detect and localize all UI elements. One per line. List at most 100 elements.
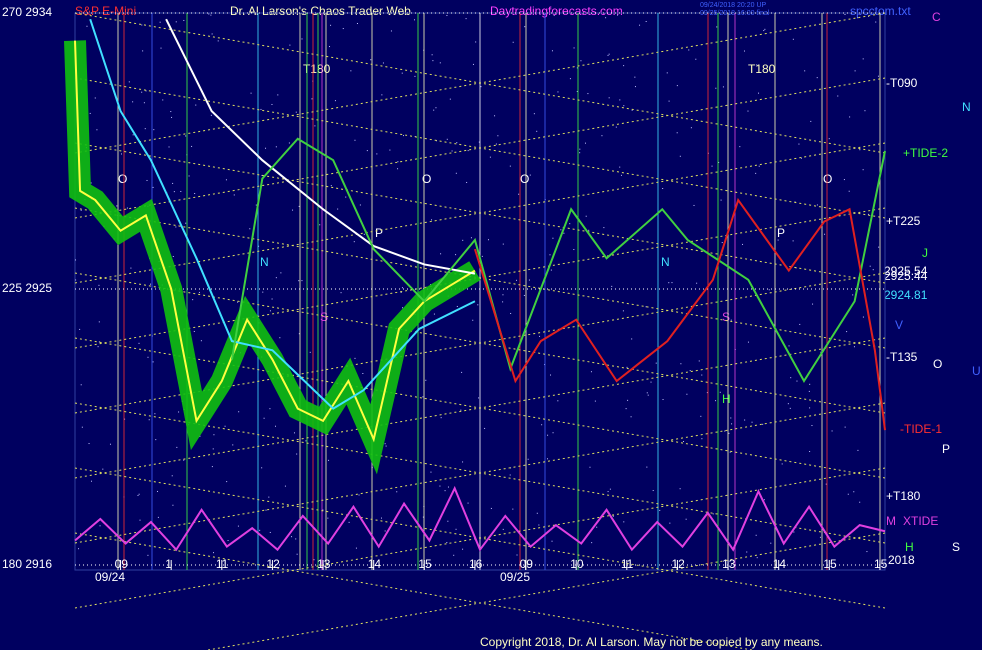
- star: [183, 459, 185, 461]
- star: [631, 338, 633, 340]
- level-label: +T225: [886, 214, 921, 228]
- star: [385, 445, 387, 447]
- star: [233, 194, 235, 196]
- star: [462, 461, 464, 463]
- star: [552, 432, 554, 434]
- star: [755, 172, 757, 174]
- star: [238, 411, 240, 413]
- star: [877, 75, 879, 77]
- star: [237, 301, 239, 303]
- star: [172, 255, 174, 257]
- star: [334, 100, 336, 102]
- star: [792, 38, 794, 40]
- star: [322, 509, 324, 511]
- symbol: S&P E-Mini: [75, 4, 136, 18]
- star: [265, 147, 267, 149]
- star: [816, 204, 818, 206]
- star: [98, 284, 100, 286]
- star: [607, 491, 609, 493]
- star: [444, 490, 446, 492]
- star: [138, 342, 140, 344]
- star: [447, 486, 449, 488]
- star: [580, 60, 582, 62]
- star: [867, 213, 869, 215]
- star: [124, 418, 126, 420]
- star: [529, 174, 531, 176]
- star: [695, 58, 697, 60]
- star: [78, 548, 80, 550]
- star: [828, 138, 830, 140]
- x-tick-label: 13: [317, 557, 331, 571]
- star: [298, 280, 300, 282]
- series-line: [165, 18, 476, 275]
- star: [857, 449, 859, 451]
- star: [634, 86, 636, 88]
- star: [305, 440, 307, 442]
- star: [557, 91, 559, 93]
- annotation: N: [260, 255, 269, 269]
- star: [763, 499, 765, 501]
- x-tick-label: 12: [266, 557, 280, 571]
- star: [623, 65, 625, 67]
- star: [402, 135, 404, 137]
- star: [551, 540, 553, 542]
- star: [268, 496, 270, 498]
- star: [328, 459, 330, 461]
- star: [811, 425, 813, 427]
- y-tick-label: 225 2925: [2, 281, 52, 295]
- star: [587, 93, 589, 95]
- star: [626, 366, 628, 368]
- star: [447, 520, 449, 522]
- star: [756, 557, 758, 559]
- star: [601, 135, 603, 137]
- star: [359, 204, 361, 206]
- star: [596, 526, 598, 528]
- star: [619, 166, 621, 168]
- star: [781, 463, 783, 465]
- x-tick-label: 15: [874, 557, 888, 571]
- star: [693, 204, 695, 206]
- star: [864, 110, 866, 112]
- star: [370, 59, 372, 61]
- star: [472, 319, 474, 321]
- star: [470, 237, 472, 239]
- star: [453, 554, 455, 556]
- star: [345, 196, 347, 198]
- star: [99, 525, 101, 527]
- star: [157, 516, 159, 518]
- star: [646, 466, 648, 468]
- star: [141, 91, 143, 93]
- star: [655, 362, 657, 364]
- star: [288, 142, 290, 144]
- star: [311, 98, 313, 100]
- star: [590, 371, 592, 373]
- star: [296, 453, 298, 455]
- star: [477, 304, 479, 306]
- star: [363, 233, 365, 235]
- star: [722, 86, 724, 88]
- star: [139, 519, 141, 521]
- star: [721, 242, 723, 244]
- star: [431, 54, 433, 56]
- star: [701, 438, 703, 440]
- x-tick-label: 09: [115, 557, 129, 571]
- star: [792, 240, 794, 242]
- file-name: spcctom.txt: [850, 4, 911, 18]
- star: [440, 253, 442, 255]
- level-label: -T090: [886, 76, 918, 90]
- star: [481, 255, 483, 257]
- star: [460, 409, 462, 411]
- annotation: S: [320, 310, 328, 324]
- star: [480, 86, 482, 88]
- star: [195, 104, 197, 106]
- star: [793, 531, 795, 533]
- star: [397, 168, 399, 170]
- star: [102, 468, 104, 470]
- star: [414, 75, 416, 77]
- star: [484, 427, 486, 429]
- star: [80, 384, 82, 386]
- star: [576, 90, 578, 92]
- star: [538, 524, 540, 526]
- star: [755, 534, 757, 536]
- star: [490, 507, 492, 509]
